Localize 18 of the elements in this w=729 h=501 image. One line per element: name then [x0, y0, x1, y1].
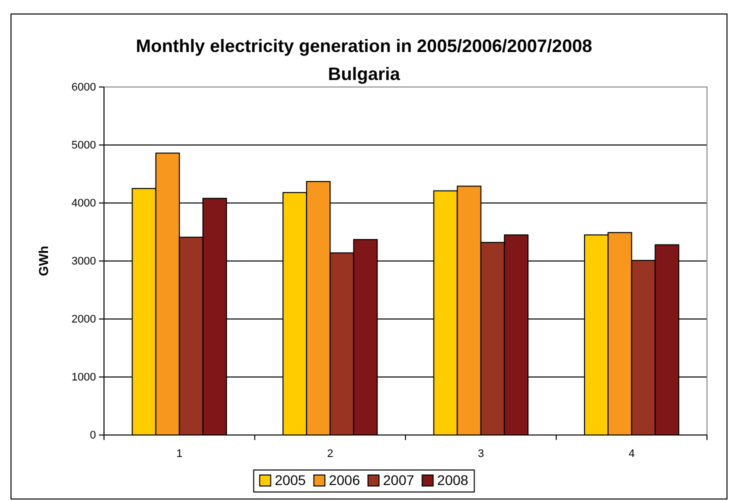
y-tick-label: 0 — [90, 430, 96, 442]
legend-label: 2007 — [383, 472, 414, 488]
y-axis-title: GWh — [36, 246, 51, 276]
y-tick-label: 3000 — [72, 256, 96, 268]
x-tick-label: 2 — [327, 448, 334, 460]
y-tick-label: 5000 — [72, 140, 96, 152]
legend-label: 2008 — [437, 472, 469, 488]
x-tick-label: 3 — [478, 448, 484, 460]
chart-title: Monthly electricity generation in 2005/2006/2007/2008 — [136, 36, 592, 56]
legend-label: 2005 — [274, 472, 306, 488]
y-tick-label: 2000 — [72, 314, 96, 326]
legend-label: 2006 — [328, 472, 360, 488]
chart-subtitle: Bulgaria — [328, 64, 401, 84]
y-tick-label: 4000 — [72, 198, 96, 210]
x-tick-label: 4 — [628, 448, 635, 460]
y-tick-label: 1000 — [72, 372, 96, 384]
y-tick-label: 6000 — [72, 82, 96, 94]
x-tick-label: 1 — [176, 448, 182, 460]
